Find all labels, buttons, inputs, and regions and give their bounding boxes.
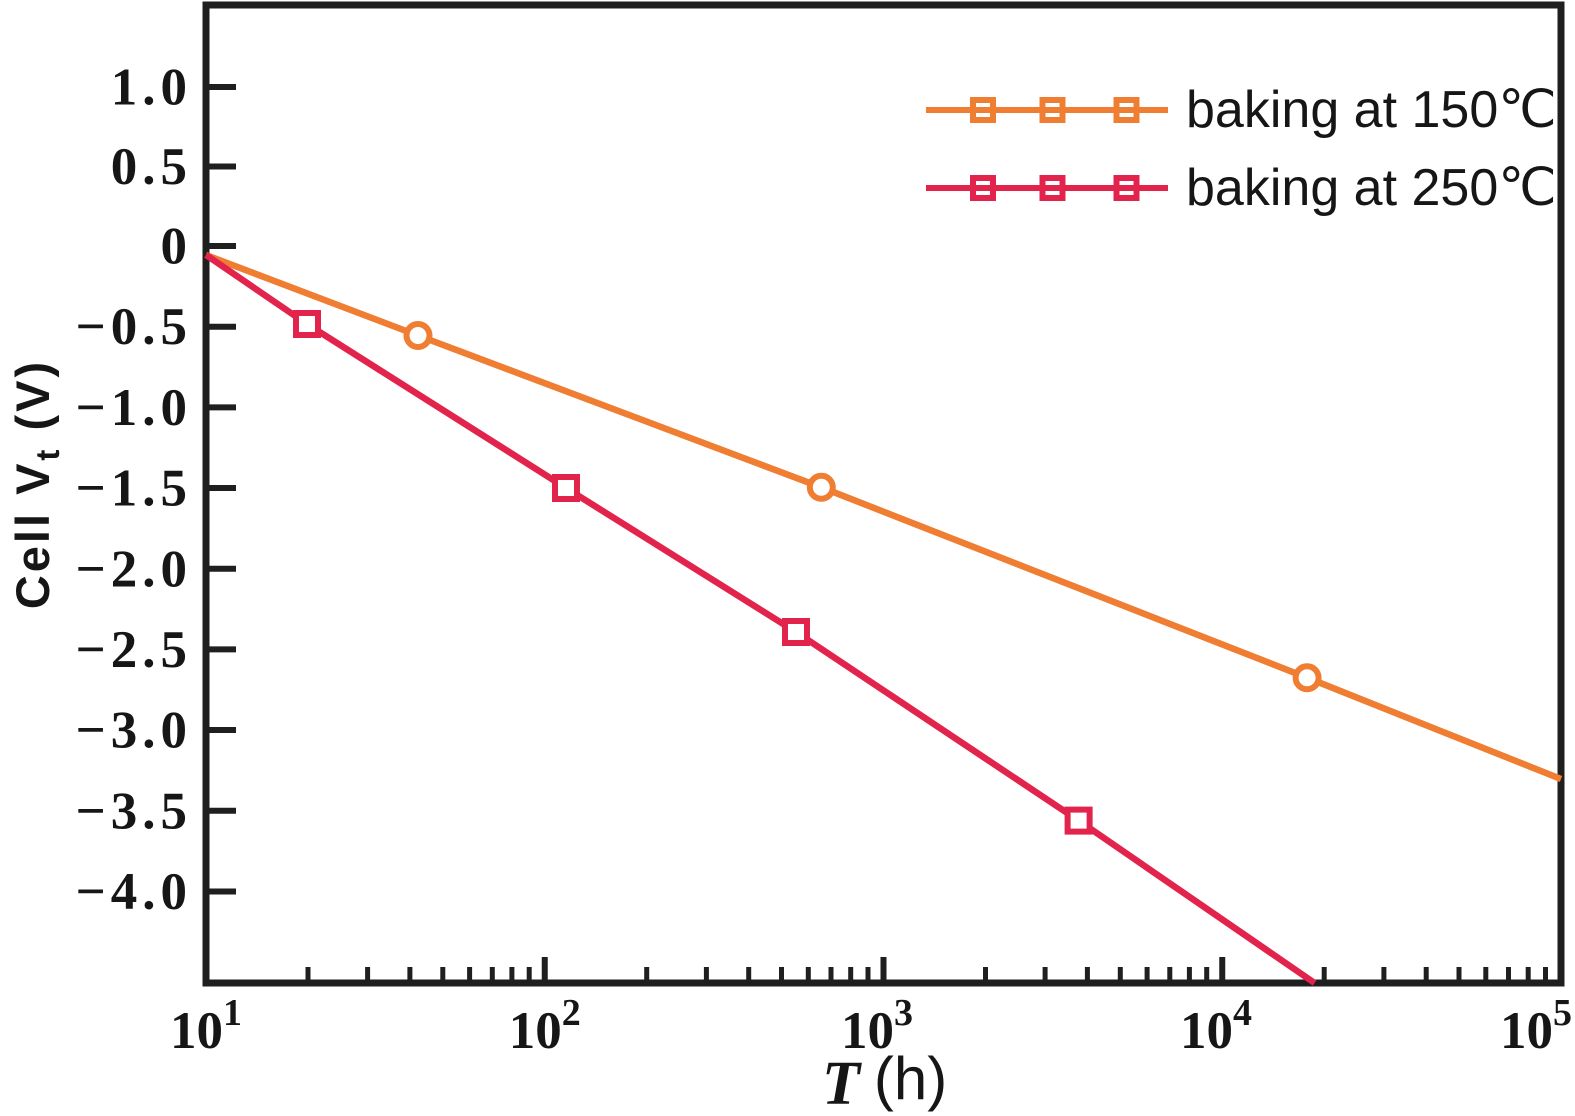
svg-text:104: 104 [1180, 992, 1252, 1060]
svg-text:baking at 250℃: baking at 250℃ [1186, 159, 1557, 217]
svg-text:−2.5: −2.5 [76, 621, 192, 679]
svg-text:−1.5: −1.5 [76, 460, 192, 518]
svg-text:−3.0: −3.0 [76, 702, 192, 760]
svg-text:−4.0: −4.0 [76, 863, 192, 921]
svg-text:0.5: 0.5 [111, 138, 192, 196]
svg-text:−0.5: −0.5 [76, 298, 192, 356]
svg-text:0: 0 [161, 218, 193, 276]
svg-text:Cell Vt (V): Cell Vt (V) [6, 359, 66, 609]
svg-text:T(h): T (h) [822, 1045, 947, 1116]
svg-text:−3.5: −3.5 [76, 782, 192, 840]
svg-text:−1.0: −1.0 [76, 379, 192, 437]
svg-text:baking at 150℃: baking at 150℃ [1186, 81, 1557, 139]
svg-text:−2.0: −2.0 [76, 540, 192, 598]
svg-text:1.0: 1.0 [111, 59, 192, 117]
